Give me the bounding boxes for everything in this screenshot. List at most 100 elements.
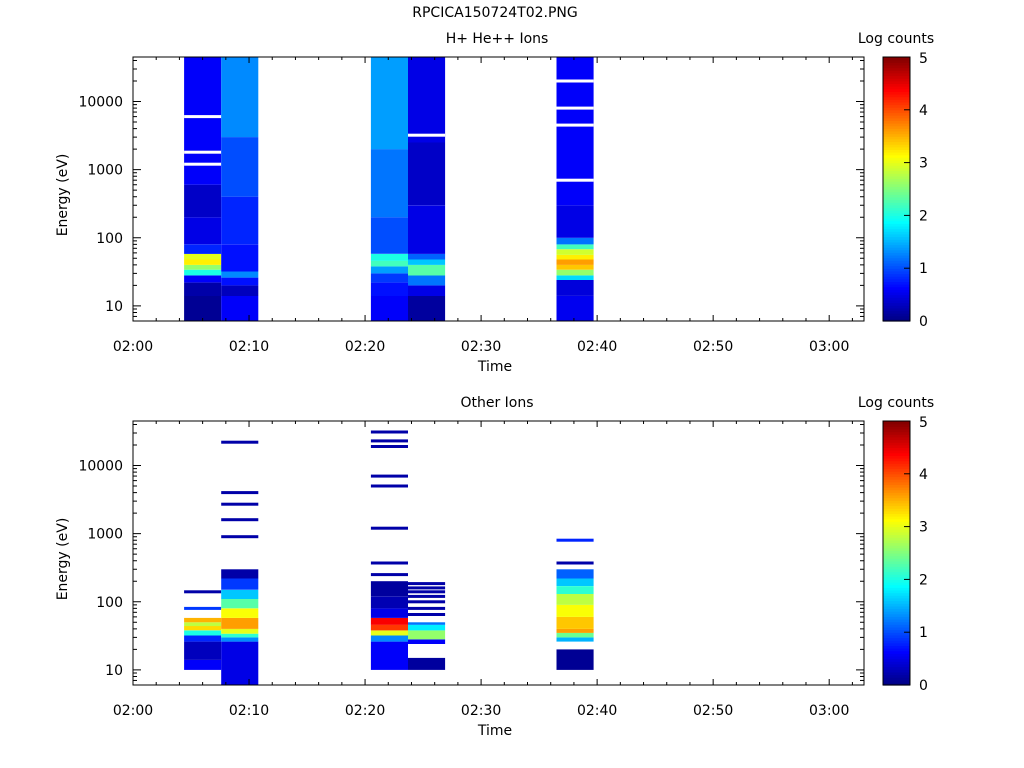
spectrogram-cell: [221, 271, 259, 278]
colorbar-swatch: [883, 204, 910, 209]
spectrogram-cell: [556, 586, 594, 594]
colorbar-swatch: [883, 592, 910, 596]
colorbar-swatch: [883, 112, 910, 116]
colorbar-swatch: [883, 249, 910, 253]
spectrogram-cell: [556, 649, 594, 670]
colorbar-swatch: [883, 165, 910, 169]
spectrogram-cell: [370, 282, 408, 296]
spectrogram-line: [370, 561, 408, 565]
spectrogram-cell: [556, 249, 594, 255]
colorbar-swatch: [883, 123, 910, 127]
colorbar-swatch: [883, 489, 910, 493]
plot-frame: [132, 56, 865, 322]
colorbar-swatch: [883, 305, 910, 309]
colorbar-swatch: [883, 642, 910, 646]
colorbar-swatch: [883, 566, 910, 570]
y-tick-label: 10000: [78, 95, 123, 111]
colorbar-swatch: [883, 189, 910, 193]
spectrogram-cell: [408, 639, 446, 644]
spectrogram-cell: [221, 137, 259, 197]
spectrogram-cell: [370, 630, 408, 636]
spectrogram-cell: [408, 285, 446, 296]
colorbar-swatch: [883, 587, 910, 591]
colorbar-swatch: [883, 518, 910, 522]
spectrogram-cell: [556, 594, 594, 605]
colorbar-swatch: [883, 626, 910, 631]
colorbar-swatch: [883, 96, 910, 100]
spectrogram-line: [370, 526, 408, 530]
spectrogram-line: [221, 440, 259, 444]
colorbar-swatch: [883, 299, 910, 304]
spectrogram-cells: [184, 57, 594, 321]
colorbar-swatch: [883, 502, 910, 507]
colorbar-tick-label: 5: [919, 51, 928, 67]
x-axis-label: Time: [477, 359, 512, 375]
x-axis-label: Time: [477, 723, 512, 739]
colorbar-swatch: [883, 653, 910, 657]
spectrogram-cell: [556, 264, 594, 270]
panel-h-he-ions: H+ He++ Ions 02:00 02:10 02:20 02:30 02:40 02…: [55, 31, 934, 375]
y-tick-label: 10: [105, 299, 123, 315]
spectrogram-cell: [408, 295, 446, 321]
spectrogram-line: [408, 606, 446, 610]
spectrogram-cells: [184, 430, 594, 685]
colorbar-swatch: [883, 133, 910, 137]
spectrogram-cell: [184, 659, 222, 670]
colorbar-swatch: [883, 281, 910, 285]
colorbar-swatch: [883, 663, 910, 668]
colorbar-swatch: [883, 637, 910, 641]
spectrogram-line: [408, 613, 446, 616]
spectrogram-cell: [408, 622, 446, 625]
axes: 02:00 02:10 02:20 02:30 02:40 02:50 03:00 10 100…: [78, 57, 864, 355]
colorbar-swatch: [883, 62, 910, 66]
colorbar-swatch: [883, 666, 910, 670]
colorbar-tick-label: 1: [919, 261, 928, 277]
colorbar-swatch: [883, 72, 910, 77]
colorbar-swatch: [883, 170, 910, 174]
colorbar-swatch: [883, 130, 910, 135]
spectrogram-cell: [184, 641, 222, 660]
data-gap: [184, 150, 222, 154]
colorbar-swatch: [883, 167, 910, 172]
colorbar-label: Log counts: [858, 31, 934, 47]
colorbar-swatch: [883, 207, 910, 211]
colorbar-swatch: [883, 88, 910, 92]
spectrogram-cell: [370, 217, 408, 254]
colorbar: 0 1 2 3 4 5: [882, 415, 928, 694]
spectrogram-line: [221, 535, 259, 539]
colorbar-swatch: [883, 302, 910, 306]
colorbar-swatch: [883, 255, 910, 259]
colorbar-swatch: [883, 199, 910, 203]
spectrogram-cell: [370, 273, 408, 283]
colorbar-swatch: [883, 624, 910, 628]
spectrogram-cell: [370, 57, 408, 150]
colorbar-swatch: [883, 539, 910, 544]
colorbar-swatch: [883, 679, 910, 683]
colorbar-label: Log counts: [858, 395, 934, 411]
colorbar-swatch: [883, 159, 910, 164]
x-tick-label: 02:30: [461, 703, 501, 719]
x-tick-label: 02:50: [693, 339, 733, 355]
spectrogram-cell: [184, 282, 222, 296]
colorbar-swatch: [883, 173, 910, 177]
spectrogram-cell: [221, 637, 259, 642]
spectrogram-cell: [221, 244, 259, 272]
spectrogram-cell: [184, 295, 222, 321]
colorbar-swatch: [883, 447, 910, 451]
colorbar-swatch: [883, 64, 910, 69]
colorbar-swatch: [883, 247, 910, 251]
colorbar-tick-label: 2: [919, 572, 928, 588]
colorbar-swatch: [883, 523, 910, 528]
y-axis-label: Energy (eV): [55, 518, 71, 601]
colorbar-swatch: [883, 473, 910, 478]
colorbar-swatch: [883, 101, 910, 106]
colorbar-swatch: [883, 603, 910, 607]
colorbar-swatch: [883, 568, 910, 573]
colorbar-swatch: [883, 484, 910, 488]
colorbar-swatch: [883, 265, 910, 269]
colorbar-swatch: [883, 531, 910, 536]
data-gap: [184, 115, 222, 119]
spectrogram-line: [408, 600, 446, 604]
spectrogram-line: [221, 502, 259, 506]
